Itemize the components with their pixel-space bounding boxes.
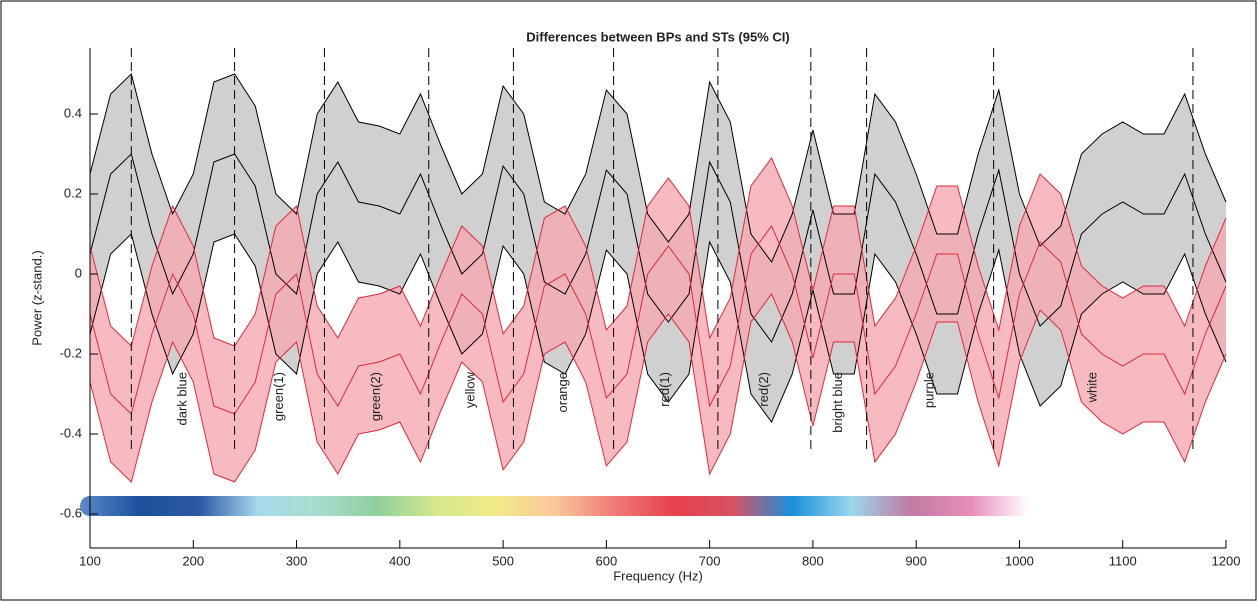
ci-lower-line [89,293,1227,483]
region-label: dark blue [174,372,189,425]
x-tick-label: 700 [699,553,721,568]
y-tick-label: -0.2 [60,345,82,360]
region-label: yellow [463,371,478,408]
x-tick-label: 1200 [1212,553,1241,568]
x-tick-label: 900 [905,553,927,568]
region-label: bright blue [830,372,845,433]
x-axis-label: Frequency (Hz) [613,568,703,583]
x-tick-label: 100 [79,553,101,568]
ci-upper-line [89,73,1227,263]
x-tick-label: 400 [389,553,411,568]
x-tick-label: 600 [596,553,618,568]
ci-lower-line [89,233,1227,423]
chart-title: Differences between BPs and STs (95% CI) [526,29,789,44]
region-label: green(2) [368,372,383,421]
x-tick-label: 800 [802,553,824,568]
y-tick-label: 0.2 [64,185,82,200]
region-label: purple [922,372,937,408]
ci-band [90,158,1226,482]
x-tick-label: 1000 [1005,553,1034,568]
y-tick-label: -0.4 [60,425,82,440]
x-tick-label: 200 [182,553,204,568]
x-tick-label: 300 [286,553,308,568]
mean-line [89,225,1227,415]
colorbar [80,496,1030,516]
y-tick-label: -0.6 [60,505,82,520]
y-tick-label: 0.4 [64,105,82,120]
region-label: green(1) [271,372,286,421]
x-tick-label: 1100 [1109,553,1137,568]
ci-upper-line [89,157,1227,347]
region-label: red(2) [756,372,771,407]
y-axis-label: Power (z-stand.) [29,250,44,345]
region-label: orange [555,372,570,412]
region-label: white [1085,372,1100,403]
x-tick-label: 500 [492,553,514,568]
y-tick-label: 0 [75,265,82,280]
region-label: red(1) [657,372,672,407]
